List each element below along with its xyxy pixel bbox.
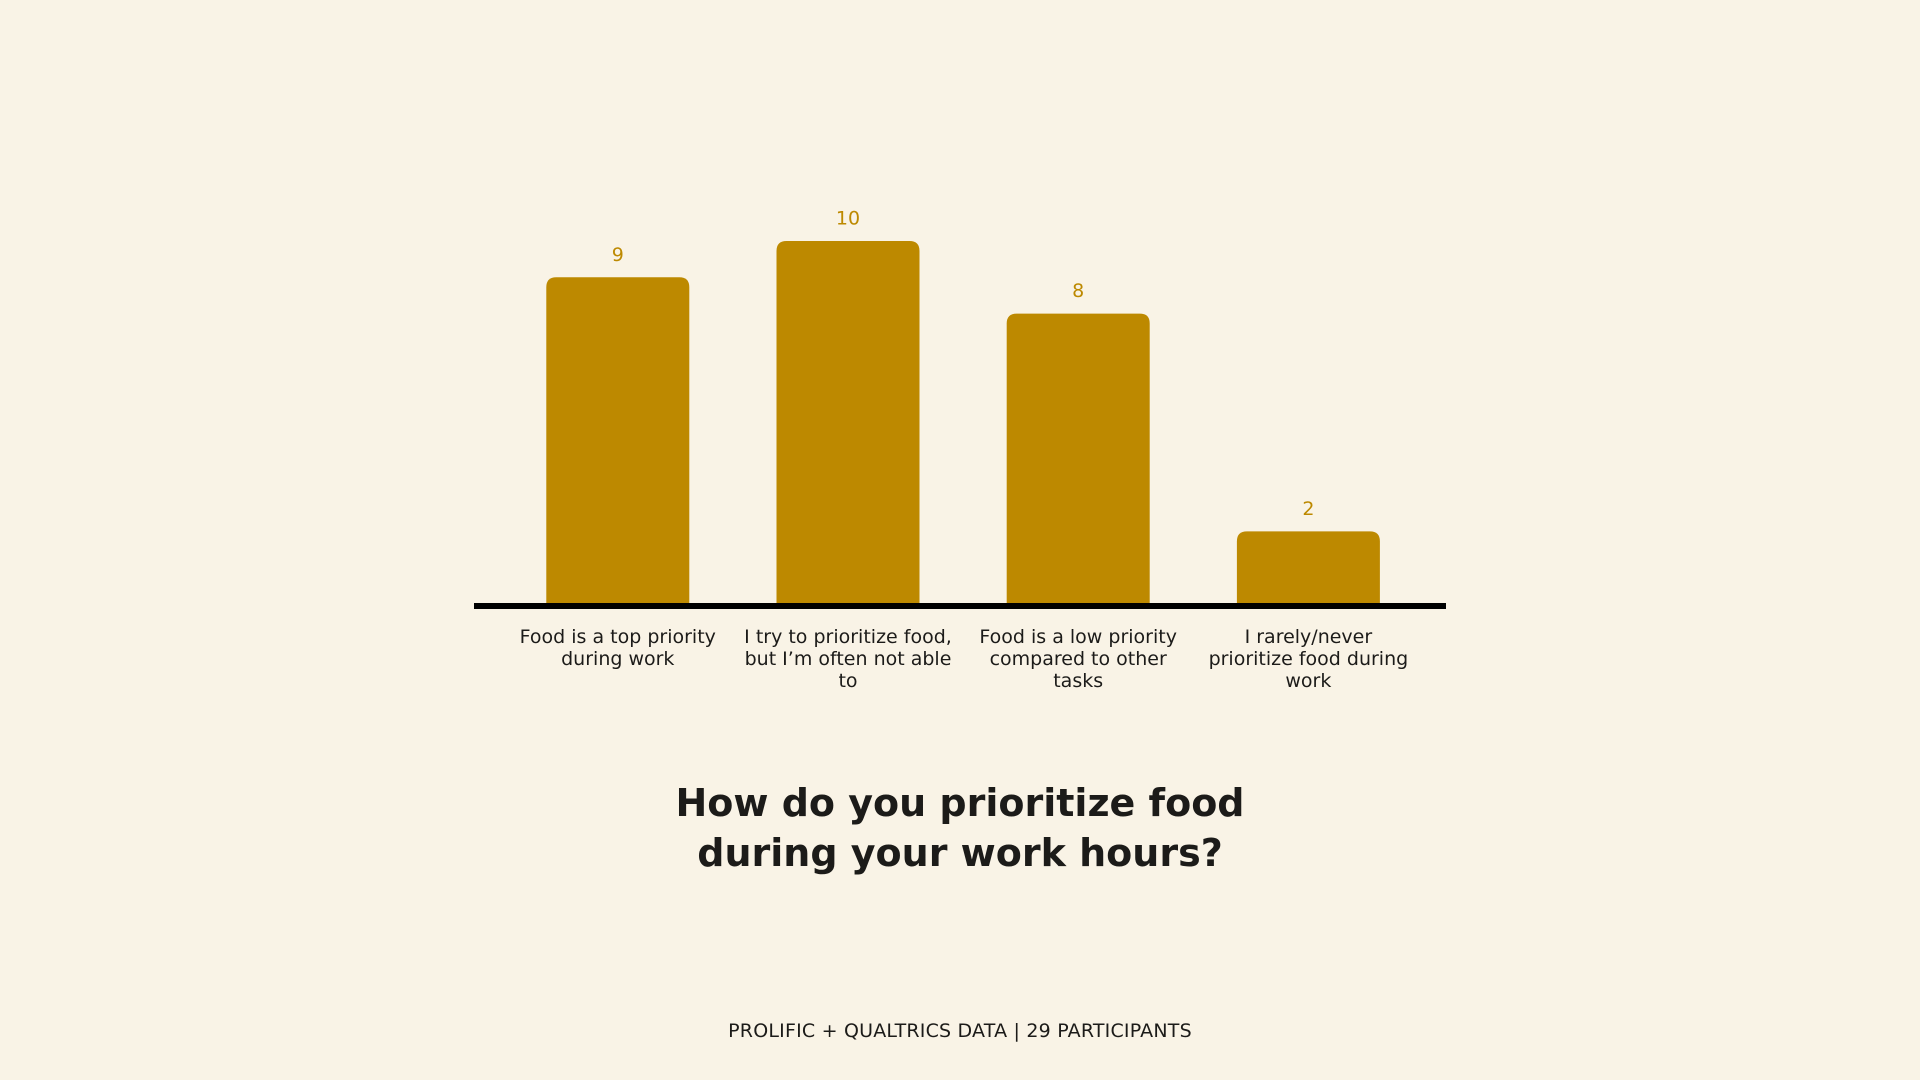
category-label: Food is a top priority during work — [519, 626, 716, 670]
value-label: 8 — [1072, 280, 1084, 302]
bar — [1236, 531, 1380, 604]
bar — [546, 277, 690, 604]
value-label: 9 — [612, 244, 624, 266]
bar — [1006, 313, 1150, 604]
bar — [776, 241, 920, 604]
source-note: PROLIFIC + QUALTRICS DATA | 29 PARTICIPA… — [728, 1020, 1192, 1042]
chart-title: How do you prioritize food during your w… — [675, 781, 1245, 875]
category-label: I try to prioritize food, but I’m often … — [744, 626, 952, 692]
baseline-axis — [474, 603, 1446, 609]
value-label: 2 — [1302, 498, 1314, 520]
category-label: I rarely/never prioritize food during wo… — [1208, 626, 1409, 692]
category-label: Food is a low priority compared to other… — [979, 626, 1177, 692]
value-label: 10 — [836, 208, 860, 230]
